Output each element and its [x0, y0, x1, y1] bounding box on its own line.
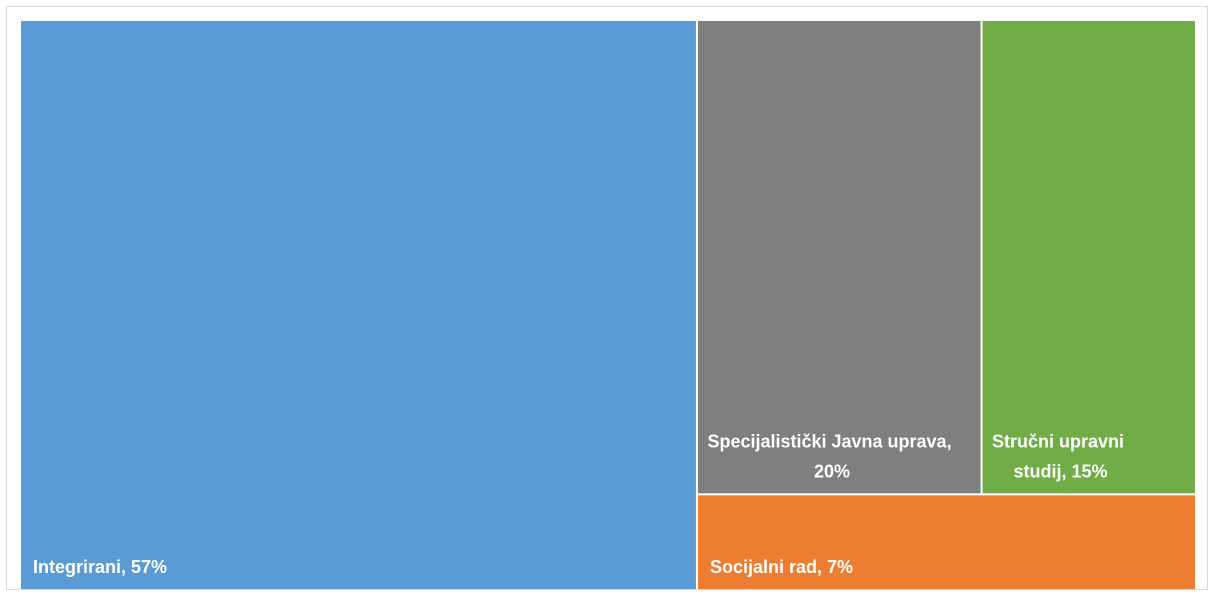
treemap-tile — [697, 495, 1195, 589]
tile-label-line: studij, 15% — [1014, 461, 1108, 481]
treemap-tile — [697, 21, 981, 494]
tile-label-line: 20% — [814, 461, 850, 481]
tile-label: Socijalni rad, 7% — [710, 557, 853, 577]
tile-label: Integrirani, 57% — [33, 557, 167, 577]
treemap-tile — [21, 21, 696, 589]
tile-label-line: Stručni upravni — [992, 431, 1129, 451]
tile-label-line: Integrirani, 57% — [33, 557, 167, 577]
tile-label: Specijalistički Javna uprava, 20% — [707, 431, 956, 481]
tile-label-line: Socijalni rad, 7% — [710, 557, 853, 577]
treemap-tile — [982, 21, 1195, 494]
tile-label-line: Specijalistički Javna uprava, — [707, 431, 956, 451]
tile-label: Stručni upravni studij, 15% — [992, 431, 1129, 481]
